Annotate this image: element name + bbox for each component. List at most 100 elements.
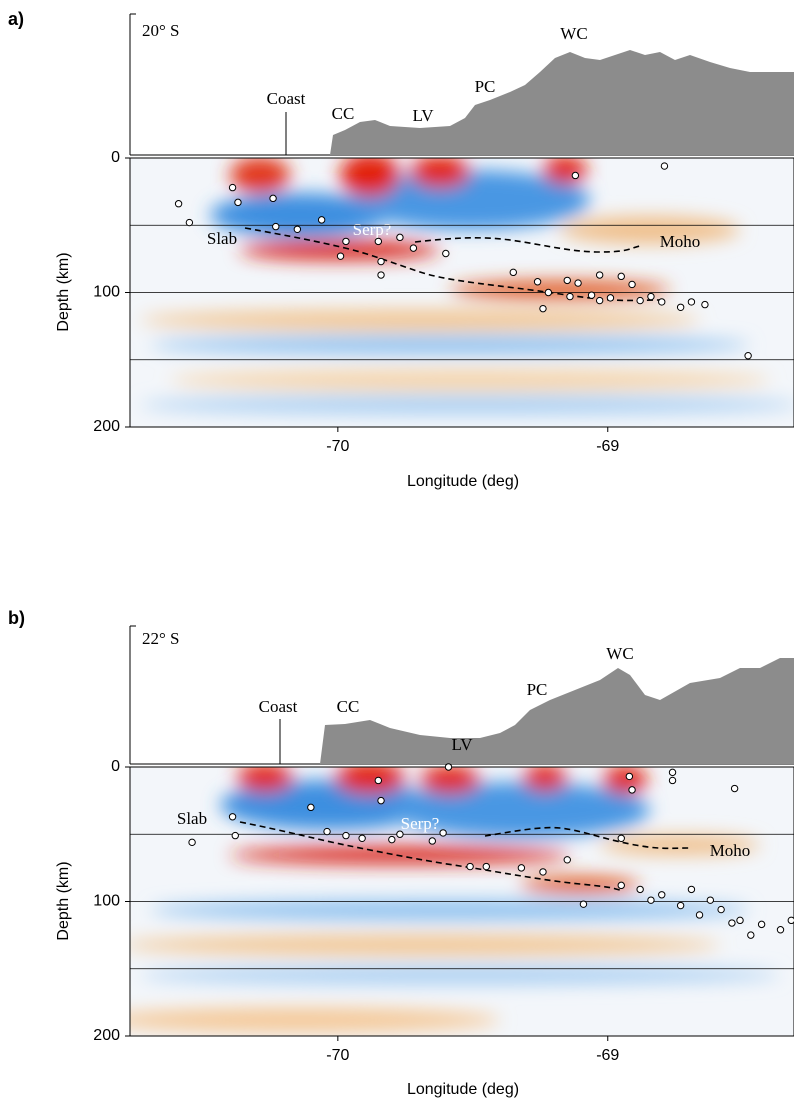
earthquake xyxy=(539,304,547,313)
earthquake xyxy=(595,271,604,279)
earthquake xyxy=(228,813,237,821)
earthquake xyxy=(625,772,634,781)
topo-label: LV xyxy=(451,735,473,754)
earthquake xyxy=(234,198,242,207)
slab-trace xyxy=(239,821,621,891)
earthquake xyxy=(687,885,696,894)
earthquake xyxy=(676,303,685,311)
earthquake xyxy=(336,252,345,260)
topo-label: LV xyxy=(412,106,434,125)
earthquake xyxy=(396,830,404,838)
earthquake xyxy=(293,225,302,233)
earthquake xyxy=(307,803,315,812)
earthquake xyxy=(574,279,582,287)
image xyxy=(130,158,794,427)
earthquake xyxy=(701,300,709,309)
earthquake xyxy=(695,911,704,919)
earthquake xyxy=(676,901,685,910)
earthquake xyxy=(571,171,580,180)
y-tick-label: 0 xyxy=(111,149,120,166)
earthquake xyxy=(668,768,677,777)
x-tick-label: -69 xyxy=(596,438,619,455)
earthquake xyxy=(787,916,794,925)
earthquake xyxy=(358,834,366,842)
earthquake xyxy=(409,244,418,252)
moho-trace xyxy=(414,237,641,253)
topography xyxy=(320,658,794,764)
earthquake xyxy=(579,900,588,908)
earthquake xyxy=(736,916,744,925)
earthquake xyxy=(636,885,644,894)
earthquake xyxy=(776,926,785,934)
topography xyxy=(330,50,794,155)
topo-label: WC xyxy=(560,24,587,43)
y-axis-label: Depth (km) xyxy=(55,861,72,940)
earthquake xyxy=(566,292,574,301)
earthquake xyxy=(757,920,766,929)
earthquake xyxy=(660,162,669,170)
latitude-label: 20° S xyxy=(142,21,180,40)
x-tick-label: -70 xyxy=(326,1047,349,1064)
plot-layer: 0 100 200 -70 -69 xyxy=(93,149,794,455)
earthquake xyxy=(595,296,604,305)
earthquake xyxy=(747,931,755,939)
latitude-label: 22° S xyxy=(142,629,180,648)
topo-label: CC xyxy=(332,104,355,123)
earthquake xyxy=(188,838,196,847)
earthquake xyxy=(628,280,636,289)
earthquake xyxy=(687,298,696,306)
earthquake xyxy=(728,919,736,927)
earthquake xyxy=(539,868,547,876)
panel-label: b) xyxy=(8,608,25,628)
image-label: Moho xyxy=(660,232,701,251)
earthquake xyxy=(442,249,450,258)
earthquake xyxy=(388,835,396,844)
earthquake xyxy=(509,268,517,277)
x-tick-label: -69 xyxy=(596,1047,619,1064)
image-label: Moho xyxy=(710,841,751,860)
topo-label: CC xyxy=(337,697,360,716)
earthquake xyxy=(269,194,277,203)
earthquake xyxy=(636,296,644,305)
y-tick-label: 0 xyxy=(111,758,120,775)
y-tick-label: 200 xyxy=(93,418,120,435)
earthquake xyxy=(647,896,655,904)
earthquake xyxy=(533,278,542,286)
earthquake xyxy=(439,829,447,837)
earthquake xyxy=(730,784,739,793)
topo-label: Coast xyxy=(259,697,298,716)
earthquake xyxy=(466,862,474,871)
image-texture xyxy=(140,158,794,414)
image-texture xyxy=(130,767,780,1032)
earthquake xyxy=(374,237,383,246)
earthquake xyxy=(342,237,350,246)
earthquake xyxy=(342,831,350,840)
topo-label: PC xyxy=(475,77,496,96)
earthquake xyxy=(658,298,666,306)
earthquake xyxy=(563,856,571,864)
x-axis-label: Longitude (deg) xyxy=(407,473,519,490)
earthquake xyxy=(185,218,194,227)
earthquake xyxy=(606,294,615,302)
topo-label: PC xyxy=(527,680,548,699)
earthquake xyxy=(444,763,453,771)
image-label: Serp? xyxy=(401,814,440,833)
earthquake xyxy=(617,834,625,842)
earthquake xyxy=(706,896,715,904)
earthquake xyxy=(544,288,553,297)
earthquake xyxy=(317,216,326,224)
earthquake xyxy=(396,233,404,242)
earthquake xyxy=(482,862,490,871)
y-tick-label: 100 xyxy=(93,893,120,910)
image-label: Slab xyxy=(207,229,237,248)
earthquake xyxy=(658,891,666,899)
earthquake xyxy=(428,837,437,845)
earthquake xyxy=(668,776,677,785)
y-tick-label: 200 xyxy=(93,1027,120,1044)
panel-a: a) 20° S Coast CC LV PC WC Slab Serp? Mo… xyxy=(8,9,794,490)
earthquake xyxy=(628,786,636,794)
panel-label: a) xyxy=(8,9,24,29)
earthquake xyxy=(377,257,385,266)
x-axis-label: Longitude (deg) xyxy=(407,1081,519,1098)
